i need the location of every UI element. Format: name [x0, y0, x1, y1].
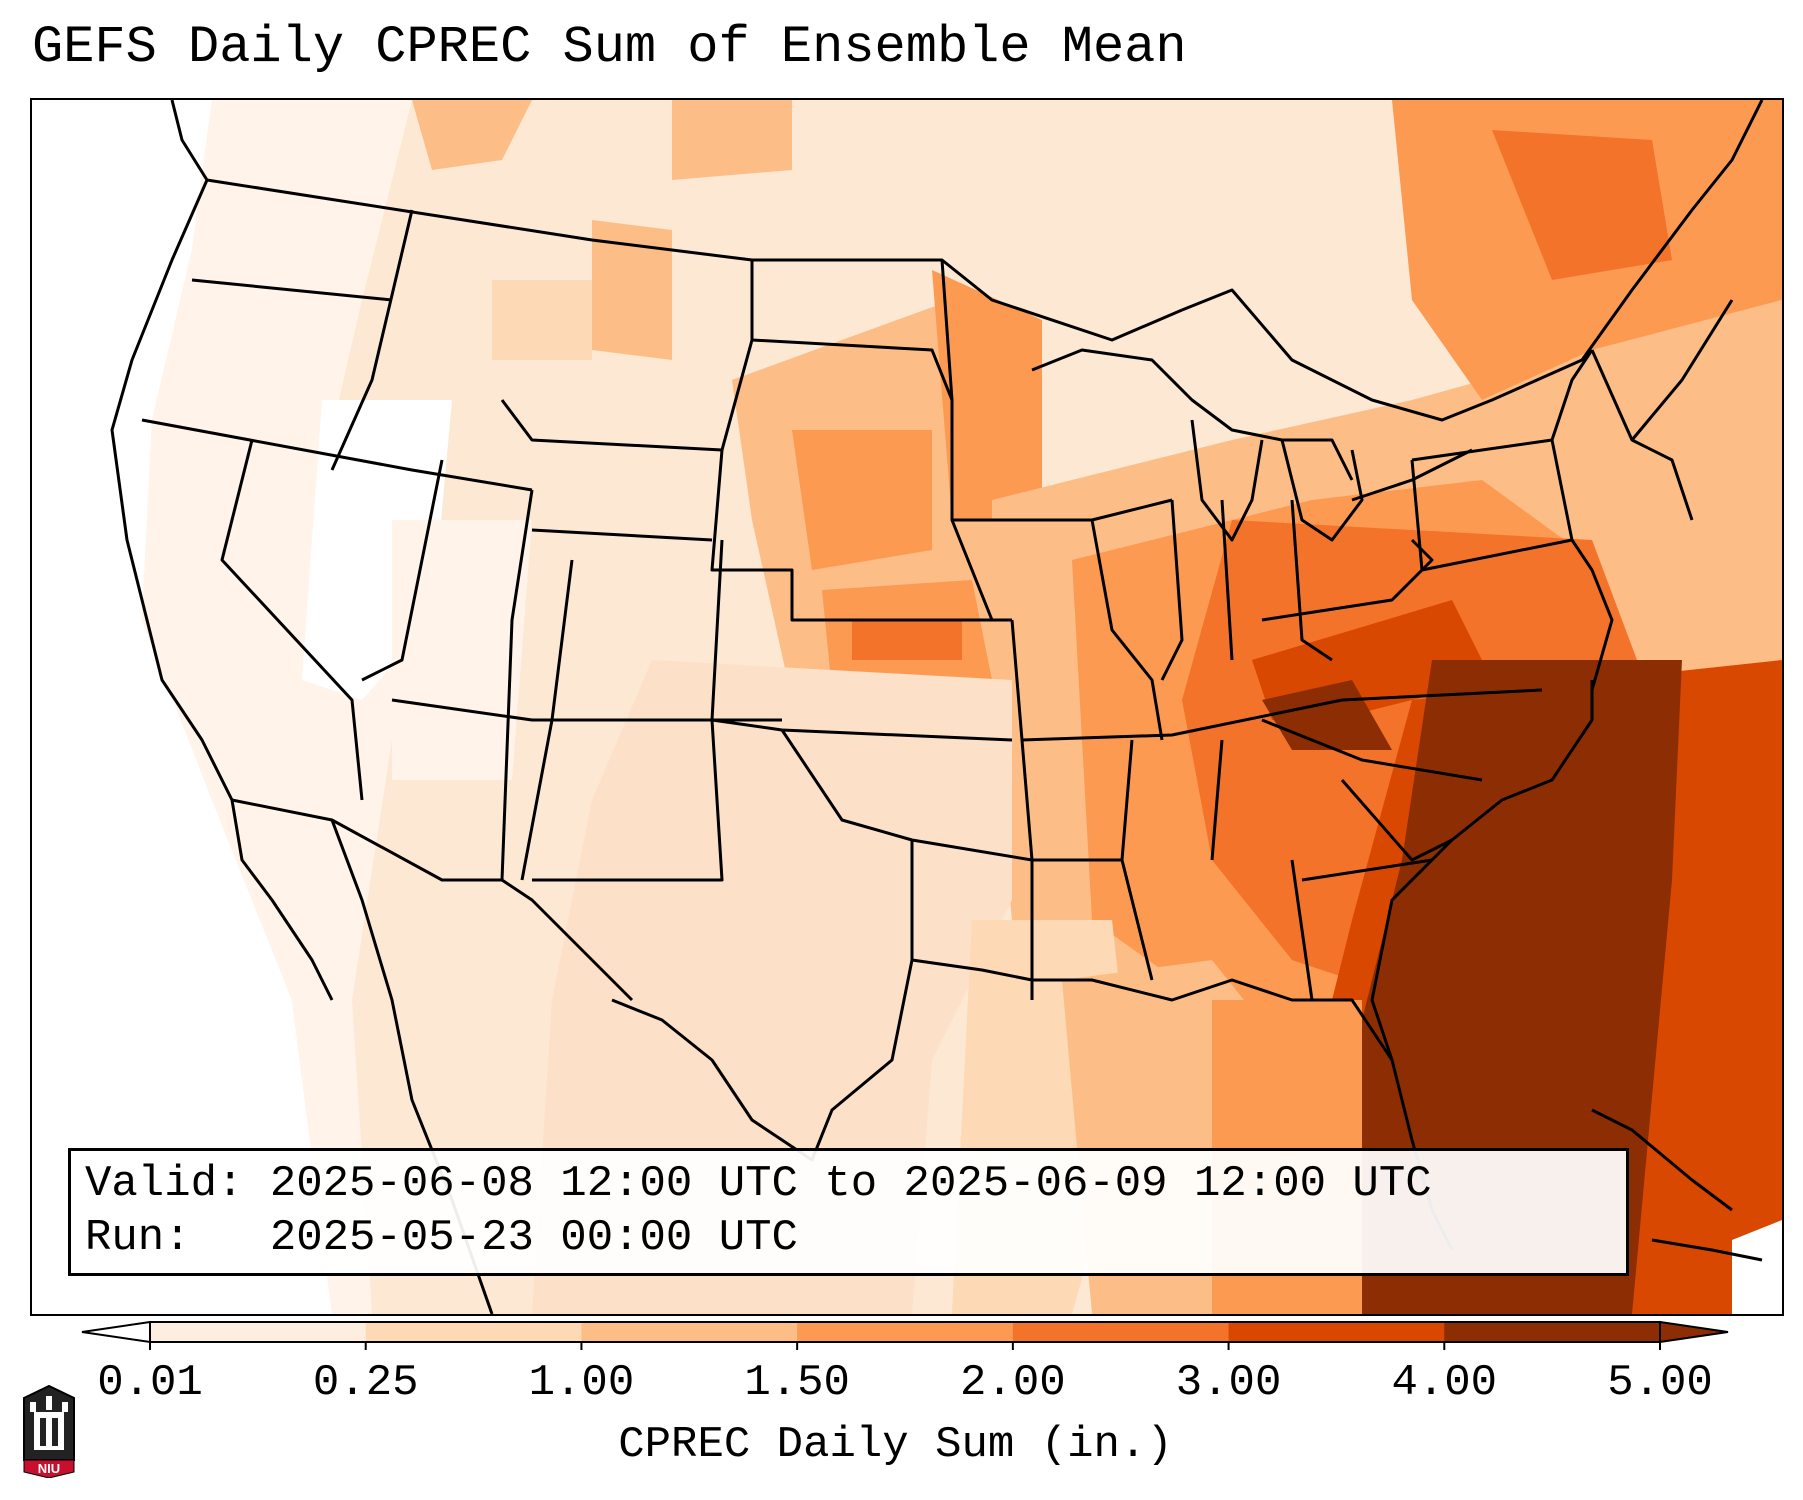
niu-castle-logo-icon: NIU [23, 1384, 75, 1478]
colorbar-frame [149, 1321, 1661, 1343]
logo-text: NIU [38, 1461, 60, 1476]
colorbar-tick-label: 0.25 [312, 1358, 419, 1408]
colorbar-tick-label: 4.00 [1391, 1358, 1498, 1408]
colorbar-segment [365, 1322, 582, 1342]
colorbar-tick-label: 5.00 [1607, 1358, 1713, 1408]
map-canvas [32, 100, 1782, 1314]
colorbar-tick-label: 0.01 [97, 1358, 203, 1408]
colorbar [81, 1320, 1729, 1350]
valid-time-range: 2025-06-08 12:00 UTC to 2025-06-09 12:00… [269, 1159, 1432, 1209]
colorbar-tick-label: 1.50 [744, 1358, 850, 1408]
precip-field [32, 100, 1782, 1314]
valid-label: Valid: [85, 1159, 244, 1209]
colorbar-tick-label: 1.00 [528, 1358, 635, 1408]
colorbar-segment [1228, 1322, 1445, 1342]
colorbar-label: CPREC Daily Sum (in.) [618, 1420, 1173, 1470]
map-title: GEFS Daily CPREC Sum of Ensemble Mean [32, 18, 1187, 77]
colorbar-segment [150, 1322, 367, 1342]
colorbar-tick-label: 2.00 [960, 1358, 1066, 1408]
run-label: Run: [85, 1213, 191, 1263]
colorbar-tick-label: 3.00 [1175, 1358, 1282, 1408]
colorbar-extend-high [1659, 1320, 1729, 1344]
run-time: 2025-05-23 00:00 UTC [269, 1213, 798, 1263]
colorbar-segment [797, 1322, 1014, 1342]
state-boundaries [110, 100, 1764, 1314]
colorbar-segment [1012, 1322, 1230, 1342]
precipitation-map [30, 98, 1784, 1316]
colorbar-segment [1444, 1322, 1661, 1342]
valid-run-info-box: Valid: 2025-06-08 12:00 UTC to 2025-06-0… [68, 1148, 1629, 1276]
colorbar-extend-low [81, 1320, 151, 1344]
colorbar-segment [581, 1322, 798, 1342]
